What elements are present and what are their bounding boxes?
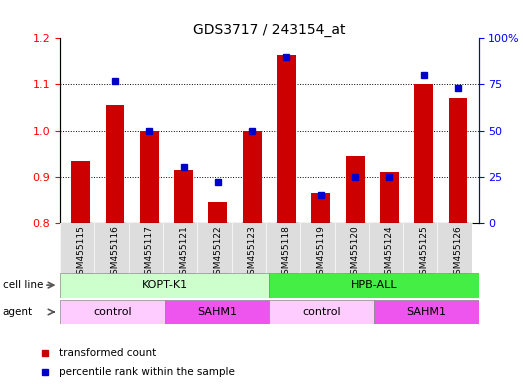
- Text: cell line: cell line: [3, 280, 43, 290]
- Text: GSM455116: GSM455116: [110, 225, 120, 280]
- Text: HPB-ALL: HPB-ALL: [350, 280, 397, 290]
- Bar: [311, 193, 330, 223]
- Text: GSM455123: GSM455123: [248, 225, 257, 280]
- Bar: [277, 55, 296, 223]
- Bar: [243, 131, 262, 223]
- Text: GSM455115: GSM455115: [76, 225, 85, 280]
- Bar: [140, 131, 159, 223]
- Bar: [165, 300, 269, 324]
- Bar: [269, 273, 479, 298]
- Text: control: control: [93, 307, 132, 317]
- Bar: [60, 300, 165, 324]
- Text: GSM455120: GSM455120: [350, 225, 360, 280]
- Text: GSM455117: GSM455117: [145, 225, 154, 280]
- Text: SAHM1: SAHM1: [406, 307, 446, 317]
- Title: GDS3717 / 243154_at: GDS3717 / 243154_at: [193, 23, 346, 37]
- Bar: [106, 105, 124, 223]
- Bar: [71, 161, 90, 223]
- Text: GSM455119: GSM455119: [316, 225, 325, 280]
- Text: GSM455125: GSM455125: [419, 225, 428, 280]
- Bar: [380, 172, 399, 223]
- Bar: [269, 300, 374, 324]
- Bar: [209, 202, 228, 223]
- Bar: [346, 156, 365, 223]
- Bar: [60, 273, 269, 298]
- Text: KOPT-K1: KOPT-K1: [142, 280, 188, 290]
- Bar: [414, 84, 433, 223]
- Text: GSM455118: GSM455118: [282, 225, 291, 280]
- Text: GSM455122: GSM455122: [213, 225, 222, 280]
- Text: agent: agent: [3, 307, 33, 317]
- Bar: [449, 98, 468, 223]
- Text: GSM455121: GSM455121: [179, 225, 188, 280]
- Text: control: control: [302, 307, 341, 317]
- Text: GSM455124: GSM455124: [385, 225, 394, 280]
- Bar: [374, 300, 479, 324]
- Text: GSM455126: GSM455126: [453, 225, 462, 280]
- Text: SAHM1: SAHM1: [197, 307, 237, 317]
- Text: percentile rank within the sample: percentile rank within the sample: [59, 367, 235, 377]
- Text: transformed count: transformed count: [59, 348, 156, 358]
- Bar: [174, 170, 193, 223]
